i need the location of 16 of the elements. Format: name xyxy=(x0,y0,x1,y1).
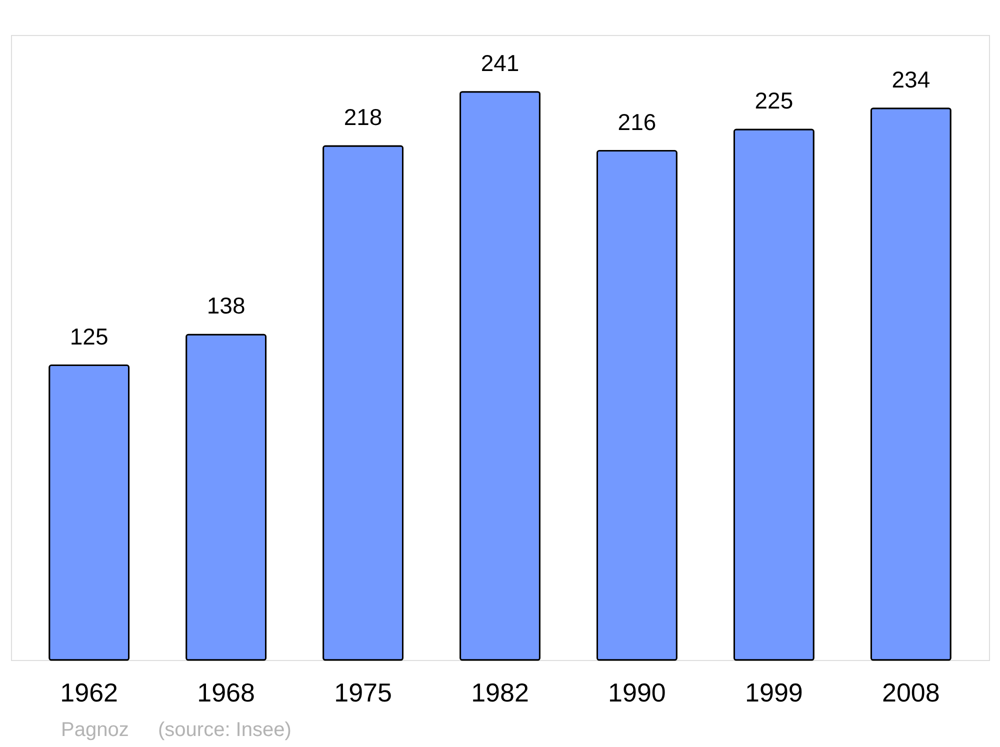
x-tick-label: 2008 xyxy=(882,678,940,708)
data-label: 216 xyxy=(618,108,656,135)
data-label: 138 xyxy=(206,292,246,319)
x-tick-label: 1982 xyxy=(471,678,529,708)
x-tick-label: 1999 xyxy=(745,678,803,708)
x-tick-label: 1968 xyxy=(197,678,255,708)
text: (source: Insee) xyxy=(158,719,292,741)
data-label: 241 xyxy=(480,50,520,76)
text: Pagnoz xyxy=(61,719,129,741)
data-label: 225 xyxy=(754,88,794,114)
x-tick-label: 1962 xyxy=(60,678,118,708)
x-tick-label: 1975 xyxy=(334,678,392,708)
x-tick-label: 1990 xyxy=(608,678,666,708)
data-label: 234 xyxy=(892,66,930,92)
data-label: 125 xyxy=(70,323,108,350)
data-label: 218 xyxy=(344,104,382,130)
